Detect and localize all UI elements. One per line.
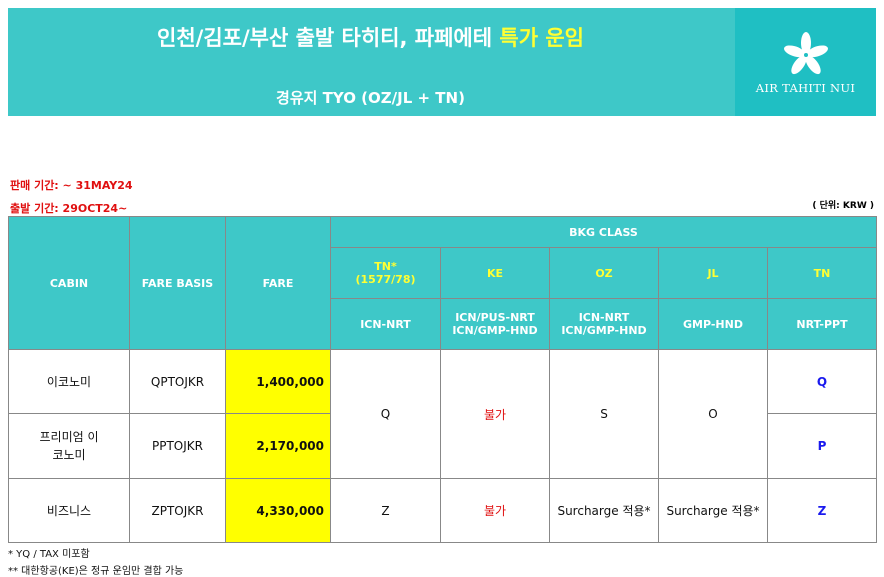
page-subtitle: 경유지 TYO (OZ/JL + TN)	[276, 89, 465, 107]
airline-logo: AIR TAHITI NUI	[735, 8, 876, 116]
header-airline-jl: JL	[658, 247, 768, 299]
cabin-cell: 프리미엄 이코노미	[8, 413, 130, 479]
footnote: ** 대한항공(KE)은 정규 운임만 결합 가능	[8, 566, 184, 577]
sale-period: 판매 기간: ~ 31MAY24	[10, 179, 133, 192]
oz-class-cell: S	[549, 349, 659, 479]
oz-class-cell: Surcharge 적용*	[549, 478, 659, 543]
header-fare: FARE	[225, 216, 331, 350]
title-text: 인천/김포/부산 출발 타히티, 파페에테	[157, 26, 500, 50]
tn-class-cell: Q	[330, 349, 441, 479]
fare-basis-cell: ZPTOJKR	[129, 478, 226, 543]
tn-ppt-class-cell: P	[767, 413, 877, 479]
table-row: 이코노미 QPTOJKR 1,400,000 Q 불가 S O Q	[8, 349, 877, 479]
fare-cell: 1,400,000	[225, 349, 331, 414]
route-ke: ICN/PUS-NRT ICN/GMP-HND	[440, 298, 550, 350]
ke-class-cell: 불가	[440, 349, 550, 479]
table-row: 프리미엄 이코노미 PPTOJKR 2,170,000 P	[8, 413, 877, 479]
fare-basis-cell: QPTOJKR	[129, 349, 226, 414]
currency-unit: ( 단위: KRW )	[812, 201, 874, 211]
header-cabin: CABIN	[8, 216, 130, 350]
airline-code: TN*	[374, 260, 397, 273]
cabin-cell: 비즈니스	[8, 478, 130, 543]
page-title: 인천/김포/부산 출발 타히티, 파페에테 특가 운임	[8, 22, 733, 52]
route-tn: NRT-PPT	[767, 298, 877, 350]
logo-text: AIR TAHITI NUI	[755, 81, 856, 95]
route-oz: ICN-NRT ICN/GMP-HND	[549, 298, 659, 350]
header-fare-basis: FARE BASIS	[129, 216, 226, 350]
header-airline-tn: TN	[767, 247, 877, 299]
route-jl: GMP-HND	[658, 298, 768, 350]
fare-table: CABIN FARE BASIS FARE BKG CLASS TN* (1577…	[8, 216, 877, 543]
title-highlight: 특가 운임	[499, 26, 584, 50]
header-bkg-class: BKG CLASS	[330, 216, 877, 248]
jl-class-cell: O	[658, 349, 768, 479]
airline-code-sub: (1577/78)	[355, 273, 416, 286]
tn-ppt-class-cell: Q	[767, 349, 877, 414]
header-airline-ke: KE	[440, 247, 550, 299]
tn-class-cell: Z	[330, 478, 441, 543]
fare-cell: 4,330,000	[225, 478, 331, 543]
tn-ppt-class-cell: Z	[767, 478, 877, 543]
fare-cell: 2,170,000	[225, 413, 331, 479]
jl-class-cell: Surcharge 적용*	[658, 478, 768, 543]
route-tn-star: ICN-NRT	[330, 298, 441, 350]
header-airline-oz: OZ	[549, 247, 659, 299]
table-row: 비즈니스 ZPTOJKR 4,330,000 Z 불가 Surcharge 적용…	[8, 478, 877, 543]
header-banner: 인천/김포/부산 출발 타히티, 파페에테 특가 운임 경유지 TYO (OZ/…	[8, 8, 876, 116]
cabin-cell: 이코노미	[8, 349, 130, 414]
departure-period: 출발 기간: 29OCT24~	[10, 202, 128, 215]
ke-class-cell: 불가	[440, 478, 550, 543]
tiare-flower-icon	[784, 32, 828, 75]
header-airline-tn-star: TN* (1577/78)	[330, 247, 441, 299]
fare-basis-cell: PPTOJKR	[129, 413, 226, 479]
footnote: * YQ / TAX 미포함	[8, 549, 90, 560]
